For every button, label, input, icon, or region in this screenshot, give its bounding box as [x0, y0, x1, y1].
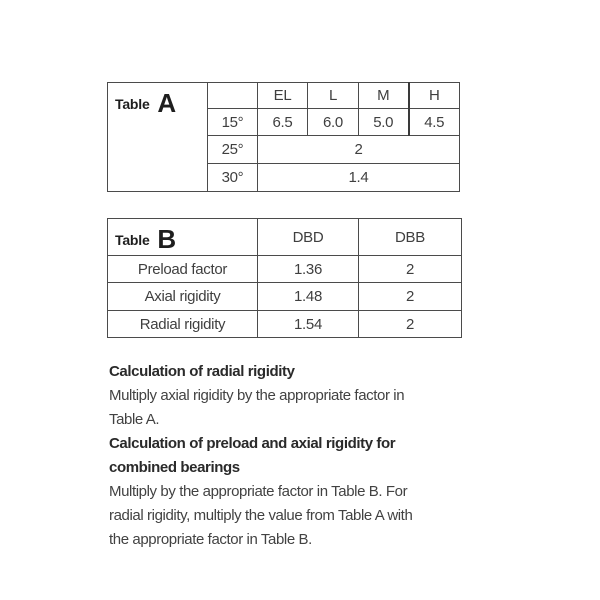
table-a-header-row: Table A EL L M H: [107, 82, 460, 192]
table-a-row-15deg: 15° 6.5 6.0 5.0 4.5: [108, 108, 460, 136]
table-a-col-header-h: H: [407, 82, 460, 109]
table-a-angle-25: 25°: [207, 135, 258, 164]
table-b-title-prefix: Table: [115, 232, 150, 248]
table-a-title-letter: A: [157, 88, 176, 118]
table-a: Table A EL L M H 15° 6.5 6.0 5.0 4.5 25°…: [107, 82, 460, 192]
body-preload-axial-rigidity: Multiply by the appropriate factor in Ta…: [109, 483, 413, 548]
body-radial-rigidity: Multiply axial rigidity by the appropria…: [109, 387, 405, 428]
heading-radial-rigidity: Calculation of radial rigidity: [109, 363, 295, 380]
table-a-value-15-h: 4.5: [407, 108, 460, 136]
table-b-row-radial: Radial rigidity 1.54 2: [107, 310, 462, 338]
table-b-title-letter: B: [157, 224, 176, 254]
table-b-preload-dbb: 2: [358, 255, 462, 283]
table-a-angle-30: 30°: [207, 163, 258, 192]
table-b-title-cell: Table B: [107, 218, 258, 256]
table-b-row-preload: Preload factor 1.36 2: [107, 255, 462, 283]
table-b-col-header-dbb: DBB: [358, 218, 462, 256]
table-b-preload-dbd: 1.36: [257, 255, 359, 283]
table-a-title-cell: Table A: [107, 82, 208, 192]
table-b-label-radial: Radial rigidity: [107, 310, 258, 338]
explanatory-text: Calculation of radial rigidity Multiply …: [109, 360, 481, 552]
table-a-col-header-m: M: [358, 82, 409, 109]
table-b-row-axial: Axial rigidity 1.48 2: [107, 282, 462, 311]
table-a-angle-15: 15°: [207, 108, 258, 136]
table-b: Table B DBD DBB Preload factor 1.36 2 Ax…: [107, 218, 462, 338]
table-a-title-prefix: Table: [115, 96, 150, 112]
table-a-value-15-m: 5.0: [358, 108, 409, 136]
table-b-label-axial: Axial rigidity: [107, 282, 258, 311]
table-b-label-preload: Preload factor: [107, 255, 258, 283]
table-a-col-header-l: L: [307, 82, 359, 109]
table-a-value-30-merged: 1.4: [257, 163, 460, 192]
table-a-value-15-el: 6.5: [257, 108, 308, 136]
table-b-axial-dbd: 1.48: [257, 282, 359, 311]
table-a-corner-cell: [207, 82, 258, 109]
table-a-value-15-l: 6.0: [307, 108, 359, 136]
table-b-col-header-dbd: DBD: [257, 218, 359, 256]
table-b-header-row: Table B DBD DBB: [107, 218, 462, 256]
heading-preload-axial-rigidity: Calculation of preload and axial rigidit…: [109, 435, 396, 476]
table-a-value-25-merged: 2: [257, 135, 460, 164]
table-b-radial-dbb: 2: [358, 310, 462, 338]
table-a-col-header-el: EL: [257, 82, 308, 109]
table-b-axial-dbb: 2: [358, 282, 462, 311]
table-b-radial-dbd: 1.54: [257, 310, 359, 338]
table-a-row-30deg: 30° 1.4: [108, 163, 460, 192]
table-a-row-25deg: 25° 2: [108, 135, 460, 164]
